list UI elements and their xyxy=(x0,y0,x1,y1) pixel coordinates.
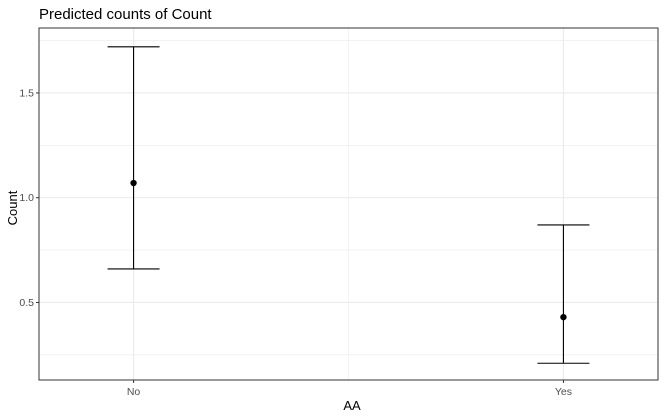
y-axis-title: Count xyxy=(5,190,20,225)
panel-border xyxy=(38,27,659,381)
x-axis-title: AA xyxy=(343,398,361,413)
axes-layer: 0.5 1.0 1.5 No Yes xyxy=(19,87,572,398)
y-tick-label: 1.0 xyxy=(19,192,34,204)
estimate-point xyxy=(560,313,567,321)
marks-layer xyxy=(107,46,590,364)
estimate-point xyxy=(130,179,137,187)
y-tick-label: 0.5 xyxy=(19,297,34,309)
grid-layer xyxy=(39,28,658,380)
x-tick-label: No xyxy=(127,386,141,398)
chart-title: Predicted counts of Count xyxy=(39,6,212,23)
x-tick-label: Yes xyxy=(555,386,572,398)
y-tick-label: 1.5 xyxy=(19,87,34,99)
